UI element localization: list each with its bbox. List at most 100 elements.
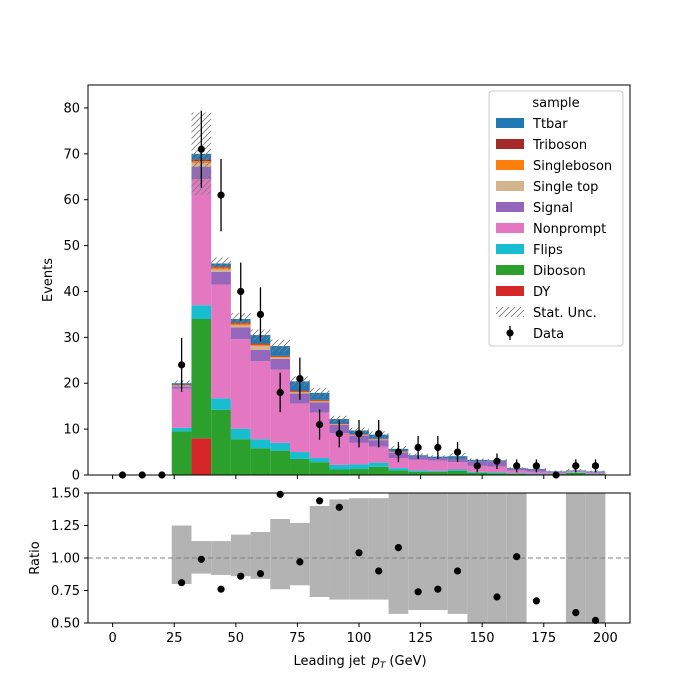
x-tick-label: 0 (108, 631, 116, 646)
ratio-point (237, 572, 245, 580)
y-tick-label: 30 (63, 331, 80, 346)
ratio-band-bin (171, 525, 192, 584)
bar-diboson (171, 431, 192, 475)
bar-flips (270, 442, 291, 451)
legend-swatch-diboson (496, 265, 524, 275)
stat-unc-bin (329, 415, 350, 423)
bar-triboson (250, 343, 271, 345)
ratio-points (178, 490, 600, 625)
bar-diboson (368, 466, 389, 475)
x-tick-label: 50 (228, 631, 245, 646)
y-tick-label: 10 (63, 423, 80, 438)
main-panel: 0 10 20 30 40 50 60 70 80 Events (41, 84, 631, 484)
bar-nonprompt (427, 460, 448, 471)
bar-nonprompt (447, 462, 468, 470)
bar-flips (191, 305, 212, 319)
ratio-band-bin (329, 499, 350, 600)
bar-flips (211, 398, 231, 410)
legend-items: Ttbar Triboson Singleboson Single top Signal… (496, 117, 612, 342)
ratio-band-bin (309, 506, 330, 597)
legend-swatch-dy (496, 286, 524, 296)
legend-swatch-ttbar (496, 118, 524, 128)
bar-nonprompt (408, 459, 428, 471)
legend-label: Nonprompt (533, 222, 606, 237)
y-tick-label: 40 (63, 285, 80, 300)
bar-nonprompt (368, 446, 389, 463)
bar-diboson (349, 469, 369, 475)
ratio-point (217, 585, 225, 593)
y-tick-label: 60 (63, 193, 80, 208)
bar-flips (329, 464, 350, 470)
bar-diboson (329, 469, 350, 475)
bar-diboson (250, 448, 271, 475)
ratio-band-bin (290, 522, 310, 586)
ratio-band-bin (368, 498, 389, 600)
ratio-point (296, 558, 304, 566)
bar-nonprompt (191, 179, 212, 306)
ratio-band-bin (565, 493, 586, 623)
x-tick-label: 200 (593, 631, 618, 646)
bar-single-top (270, 357, 291, 359)
main-x-ticks (112, 475, 606, 479)
bar-flips (447, 469, 468, 471)
bar-flips (368, 462, 389, 467)
legend-swatch-single-top (496, 181, 524, 191)
bar-nonprompt (230, 339, 251, 429)
legend-label: Stat. Unc. (533, 306, 597, 321)
ratio-point (197, 555, 205, 563)
stat-unc-bin (546, 470, 566, 473)
ratio-y-tick-label: 1.50 (51, 487, 80, 502)
x-tick-label: 125 (408, 631, 433, 646)
data-point (473, 462, 481, 470)
ratio-y-axis-label: Ratio (28, 541, 43, 574)
data-point (256, 310, 265, 319)
ratio-panel: 0.50 0.75 1.00 1.25 1.50 0 25 50 75 100 125 150 175… (28, 487, 631, 671)
bar-nonprompt (526, 471, 547, 474)
ratio-x-ticks: 0 25 50 75 100 125 150 175 200 (108, 623, 618, 646)
bar-singleboson (309, 400, 330, 402)
bar-nonprompt (211, 284, 231, 399)
data-point (375, 430, 383, 438)
data-point (276, 388, 284, 397)
bar-diboson (565, 472, 586, 475)
bar-diboson (467, 472, 488, 475)
bar-diboson (290, 458, 310, 475)
ratio-point (513, 553, 521, 561)
ratio-band-bin (467, 493, 488, 623)
bar-flips (427, 470, 448, 472)
ratio-band-bin (408, 493, 428, 610)
data-point (591, 462, 600, 470)
stat-unc-bin (211, 257, 231, 270)
ratio-band-bin (388, 493, 409, 614)
legend-title: sample (532, 96, 579, 111)
ratio-point (375, 567, 383, 575)
main-y-ticks: 0 10 20 30 40 50 60 70 80 (63, 101, 88, 484)
y-tick-label: 0 (72, 469, 80, 484)
legend-frame (488, 90, 624, 347)
bar-singleboson (270, 356, 291, 358)
data-point (513, 462, 521, 470)
y-tick-label: 80 (63, 101, 80, 116)
bar-diboson (408, 471, 428, 475)
bar-diboson (230, 439, 251, 475)
ratio-band-bin (349, 498, 369, 600)
stat-unc-bin (309, 387, 330, 398)
data-point (315, 420, 324, 429)
bar-nonprompt (349, 442, 369, 465)
ratio-band-bin (230, 534, 251, 577)
bar-signal (309, 402, 330, 413)
bar-flips (250, 439, 271, 449)
legend-swatch-singleboson (496, 160, 524, 170)
legend-label: Signal (533, 201, 573, 216)
legend-data-marker (506, 329, 514, 337)
legend-label: Singleboson (533, 159, 612, 174)
ratio-point (315, 497, 324, 505)
bar-signal (250, 349, 271, 362)
legend-label: Ttbar (532, 117, 568, 132)
ratio-band-bin (270, 519, 291, 590)
legend-label: Triboson (532, 138, 587, 153)
ratio-point (276, 490, 284, 498)
x-tick-label: 175 (531, 631, 556, 646)
x-tick-label: 25 (166, 631, 183, 646)
data-points (118, 110, 600, 479)
